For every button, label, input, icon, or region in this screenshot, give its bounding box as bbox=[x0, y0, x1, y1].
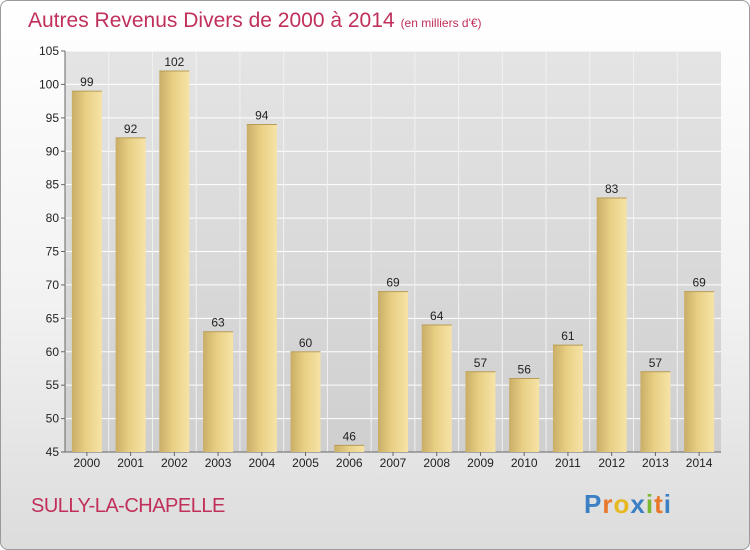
bar-2003 bbox=[203, 331, 234, 452]
y-tick-label: 75 bbox=[46, 245, 60, 259]
y-tick-label: 95 bbox=[46, 111, 60, 125]
y-tick-label: 80 bbox=[46, 211, 60, 225]
x-tick-label-2008: 2008 bbox=[423, 456, 450, 470]
y-tick-label: 100 bbox=[39, 77, 59, 91]
bar-2007 bbox=[378, 291, 408, 452]
x-tick-label-2011: 2011 bbox=[555, 456, 581, 470]
data-label-2001: 92 bbox=[124, 122, 138, 136]
bar-2001 bbox=[115, 137, 146, 452]
bar-2006 bbox=[334, 445, 365, 452]
x-tick-label-2007: 2007 bbox=[380, 456, 407, 470]
data-label-2012: 83 bbox=[605, 182, 619, 196]
x-tick-label-2009: 2009 bbox=[467, 456, 494, 470]
y-tick-label: 90 bbox=[46, 144, 60, 158]
bar-2008 bbox=[421, 325, 452, 452]
x-tick-label-2000: 2000 bbox=[74, 456, 101, 470]
x-tick-label-2012: 2012 bbox=[598, 456, 625, 470]
commune-name: SULLY-LA-CHAPELLE bbox=[31, 495, 225, 517]
x-tick-label-2006: 2006 bbox=[336, 456, 363, 470]
data-label-2013: 57 bbox=[649, 356, 663, 370]
data-label-2004: 94 bbox=[255, 109, 269, 123]
bar-2000 bbox=[71, 91, 102, 452]
x-tick-label-2010: 2010 bbox=[511, 456, 538, 470]
x-tick-label-2013: 2013 bbox=[642, 456, 669, 470]
x-tick-label-2004: 2004 bbox=[248, 456, 275, 470]
x-tick-label-2002: 2002 bbox=[161, 456, 188, 470]
chart-title-unit: (en milliers d'€) bbox=[400, 16, 482, 30]
bar-2012 bbox=[596, 198, 627, 452]
data-label-2005: 60 bbox=[299, 336, 313, 350]
bar-2002 bbox=[159, 71, 190, 453]
logo-letter: t bbox=[654, 489, 664, 519]
x-tick-label-2001: 2001 bbox=[117, 456, 144, 470]
logo-letter: i bbox=[663, 489, 672, 519]
logo-letter: i bbox=[645, 489, 655, 519]
y-tick-label: 45 bbox=[46, 445, 60, 459]
y-tick-label: 65 bbox=[46, 311, 60, 325]
data-label-2002: 102 bbox=[164, 55, 184, 69]
y-tick-label: 70 bbox=[46, 278, 60, 292]
proxiti-logo: Proxiti bbox=[584, 489, 672, 520]
data-label-2010: 56 bbox=[518, 362, 532, 376]
x-tick-label-2005: 2005 bbox=[292, 456, 319, 470]
x-tick-label-2003: 2003 bbox=[205, 456, 232, 470]
y-tick-label: 60 bbox=[46, 345, 60, 359]
y-tick-label: 85 bbox=[46, 178, 60, 192]
logo-letter: P bbox=[584, 489, 603, 519]
data-label-2009: 57 bbox=[474, 356, 488, 370]
bar-2011 bbox=[552, 345, 583, 452]
logo-letter: o bbox=[613, 489, 631, 519]
bar-2010 bbox=[509, 378, 540, 452]
data-label-2007: 69 bbox=[386, 276, 400, 290]
bar-2009 bbox=[465, 371, 496, 452]
bar-2013 bbox=[640, 371, 671, 452]
x-tick-label-2014: 2014 bbox=[686, 456, 713, 470]
bar-2004 bbox=[246, 124, 277, 453]
bar-2014 bbox=[684, 291, 715, 452]
data-label-2014: 69 bbox=[692, 276, 706, 290]
y-tick-label: 55 bbox=[46, 378, 60, 392]
logo-letter: x bbox=[630, 489, 646, 519]
chart-title: Autres Revenus Divers de 2000 à 2014 (en … bbox=[28, 9, 482, 33]
data-label-2006: 46 bbox=[343, 429, 357, 443]
logo-letter: r bbox=[602, 489, 614, 519]
y-tick-label: 105 bbox=[39, 44, 59, 58]
data-label-2003: 63 bbox=[211, 316, 225, 330]
data-label-2000: 99 bbox=[80, 75, 94, 89]
data-label-2008: 64 bbox=[430, 309, 444, 323]
chart-title-main: Autres Revenus Divers de 2000 à 2014 bbox=[28, 9, 395, 32]
y-tick-label: 50 bbox=[46, 412, 60, 426]
bar-2005 bbox=[290, 351, 321, 452]
data-label-2011: 61 bbox=[561, 329, 575, 343]
